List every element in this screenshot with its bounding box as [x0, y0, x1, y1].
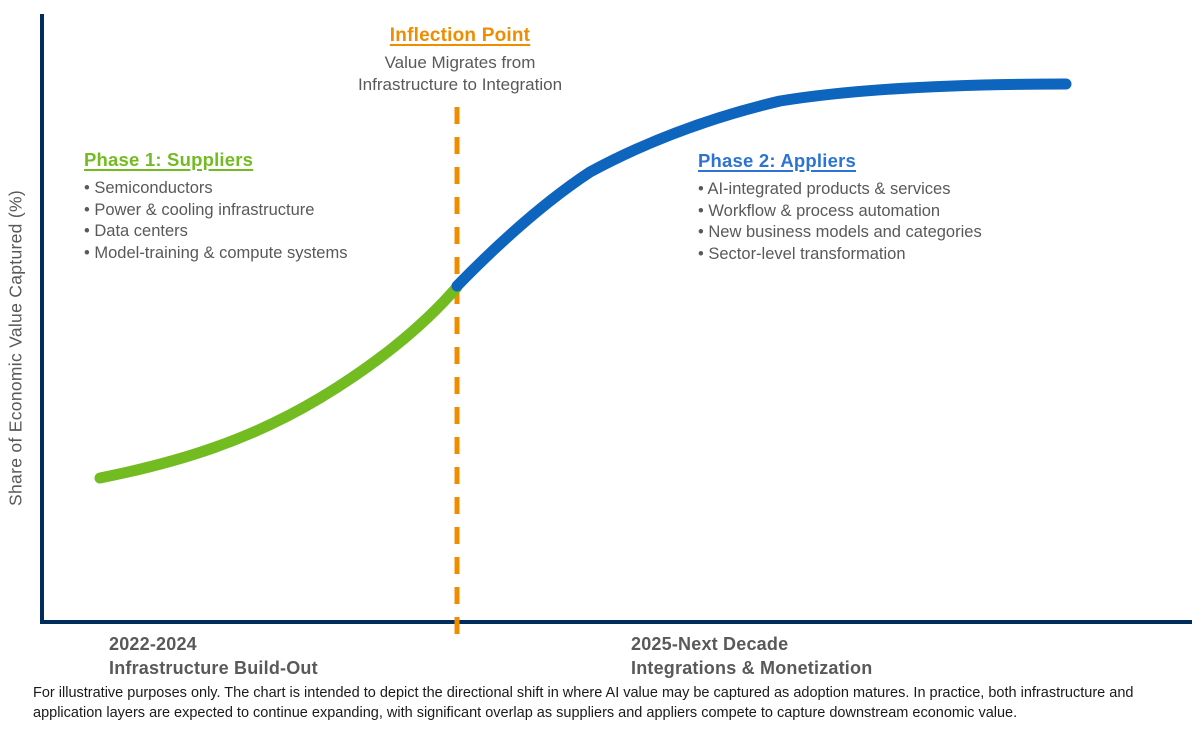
inflection-subtitle: Value Migrates from Infrastructure to In… [357, 53, 563, 94]
phase2-list-item: AI-integrated products & services [698, 179, 1058, 201]
x-axis-label-right: 2025-Next Decade Integrations & Monetiza… [631, 634, 873, 678]
footer-disclaimer: For illustrative purposes only. The char… [33, 685, 1134, 721]
phase2-list-item: Sector-level transformation [698, 244, 1058, 266]
phase1-list-item: Semiconductors [84, 178, 444, 200]
phase1-curve [94, 281, 463, 484]
y-axis-label: Share of Economic Value Captured (%) [5, 190, 26, 506]
phase1-list-item: Model-training & compute systems [84, 243, 444, 265]
phase1-list: SemiconductorsPower & cooling infrastruc… [84, 178, 444, 264]
inflection-title: Inflection Point [389, 25, 531, 46]
phase2-callout: Phase 2: Appliers AI-integrated products… [698, 150, 1058, 265]
phase1-callout: Phase 1: Suppliers SemiconductorsPower &… [84, 149, 444, 264]
phase1-list-item: Power & cooling infrastructure [84, 200, 444, 222]
x-axis-label-left: 2022-2024 Infrastructure Build-Out [109, 634, 318, 678]
phase2-list-item: New business models and categories [698, 222, 1058, 244]
phase2-list-item: Workflow & process automation [698, 201, 1058, 223]
phase2-curve [451, 78, 1072, 292]
inflection-annotation: Inflection Point Value Migrates from Inf… [310, 25, 610, 96]
phase2-title: Phase 2: Appliers [698, 150, 856, 171]
phase2-list: AI-integrated products & servicesWorkflo… [698, 179, 1058, 265]
phase1-title: Phase 1: Suppliers [84, 149, 254, 170]
phase1-list-item: Data centers [84, 221, 444, 243]
